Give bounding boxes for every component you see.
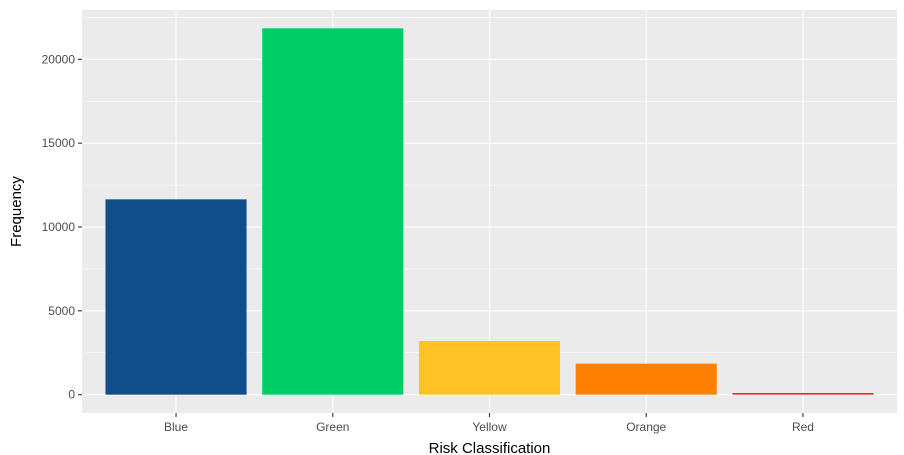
x-tick-label: Orange [626, 420, 666, 434]
bar-yellow [418, 341, 561, 395]
y-tick-label: 0 [68, 388, 75, 402]
x-tick-label: Green [316, 420, 349, 434]
x-tick-label: Yellow [472, 420, 507, 434]
x-axis-title: Risk Classification [429, 440, 551, 455]
x-tick-label: Red [792, 420, 814, 434]
x-tick-label: Blue [164, 420, 188, 434]
x-axis-ticks: Blue Green Yellow Orange Red [164, 413, 814, 434]
y-tick-label: 5000 [48, 304, 75, 318]
bar-red [732, 392, 874, 395]
bars [105, 28, 874, 395]
bar-blue [105, 199, 247, 395]
bar-orange [575, 363, 717, 395]
y-tick-label: 10000 [42, 220, 76, 234]
y-axis-ticks: 0 5000 10000 15000 20000 [42, 52, 82, 402]
y-tick-label: 15000 [42, 136, 76, 150]
y-axis-title: Frequency [8, 176, 25, 247]
y-tick-label: 20000 [42, 52, 76, 66]
bar-green [262, 28, 404, 395]
